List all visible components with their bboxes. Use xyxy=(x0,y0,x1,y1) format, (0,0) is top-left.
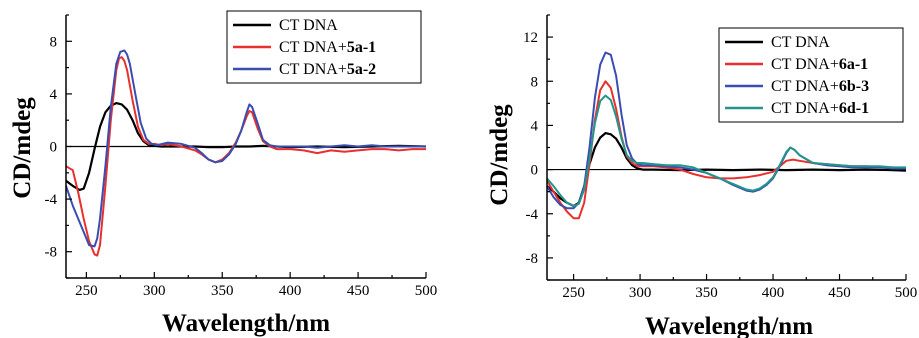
legend-label: CT DNA+5a-1 xyxy=(279,39,376,56)
series-line-3 xyxy=(65,49,426,248)
y-tick-label: 4 xyxy=(50,87,58,103)
y-tick-label: -4 xyxy=(45,192,58,208)
x-tick-label: 250 xyxy=(75,283,98,299)
y-tick-label: 12 xyxy=(523,30,538,46)
x-tick-label: 450 xyxy=(828,285,851,301)
legend-label: CT DNA+6a-1 xyxy=(771,56,868,73)
legend-label: CT DNA+6d-1 xyxy=(771,100,869,117)
y-tick-label: 8 xyxy=(531,74,539,90)
x-tick-label: 450 xyxy=(347,283,370,299)
x-tick-label: 300 xyxy=(143,283,166,299)
x-tick-label: 500 xyxy=(415,283,438,299)
y-axis-title: CD/mdeg xyxy=(486,104,513,206)
x-tick-label: 400 xyxy=(762,285,785,301)
y-tick-label: -8 xyxy=(526,251,539,267)
legend-label: CT DNA xyxy=(279,17,338,34)
y-tick-label: 4 xyxy=(531,118,539,134)
chart-left: 250 300 350 400 450 500 -8 -4 0 4 8 CD/mdeg Waveleng… xyxy=(9,10,438,337)
x-tick-label: 250 xyxy=(562,285,585,301)
legend-label: CT DNA+5a-2 xyxy=(279,61,376,78)
y-tick-label: 0 xyxy=(50,140,58,156)
y-tick-label: -4 xyxy=(526,207,539,223)
y-axis-title: CD/mdeg xyxy=(9,97,36,199)
legend-box xyxy=(718,27,904,123)
legend-label: CT DNA+6b-3 xyxy=(771,78,869,95)
series-line-4 xyxy=(546,94,906,207)
series-line-2 xyxy=(65,56,426,257)
chart-right: 250 300 350 400 450 500 -8 -4 0 4 8 12 CD/mdeg Wavele… xyxy=(486,14,918,338)
x-tick-label: 400 xyxy=(279,283,302,299)
y-tick-label: 8 xyxy=(50,34,58,50)
x-tick-label: 350 xyxy=(695,285,718,301)
x-tick-label: 300 xyxy=(629,285,652,301)
legend: CT DNA CT DNA+6a-1 CT DNA+6b-3 CT DNA+6d-1 xyxy=(718,27,904,123)
y-tick-label: -8 xyxy=(45,245,58,261)
legend-label: CT DNA xyxy=(771,34,830,51)
y-tick-label: 0 xyxy=(531,163,539,179)
x-axis-title: Wavelength/nm xyxy=(645,313,813,338)
x-tick-label: 350 xyxy=(211,283,234,299)
x-tick-label: 500 xyxy=(895,285,918,301)
x-axis-title: Wavelength/nm xyxy=(162,310,330,337)
legend: CT DNA CT DNA+5a-1 CT DNA+5a-2 xyxy=(226,10,422,84)
